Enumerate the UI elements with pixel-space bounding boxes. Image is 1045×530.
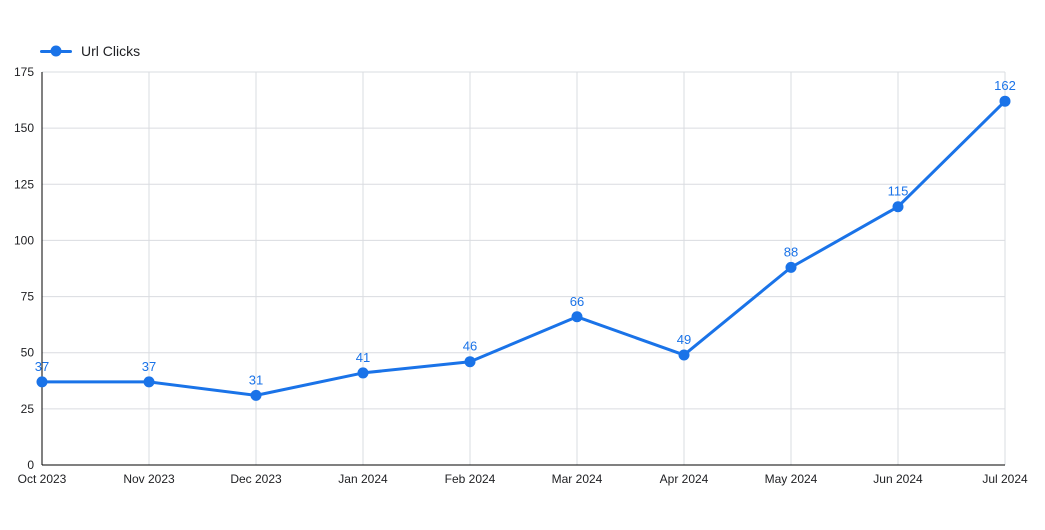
y-axis-tick-label: 50 [21, 346, 35, 360]
data-point[interactable] [678, 349, 690, 361]
data-point[interactable] [36, 376, 48, 388]
y-axis-tick-label: 175 [14, 65, 34, 79]
data-point[interactable] [892, 201, 904, 213]
x-axis-tick-label: Feb 2024 [445, 472, 496, 486]
data-point-label: 37 [142, 359, 156, 374]
data-point[interactable] [785, 261, 797, 273]
legend: Url Clicks [40, 43, 140, 59]
x-axis-tick-label: Dec 2023 [230, 472, 282, 486]
data-point-label: 41 [356, 350, 370, 365]
y-axis-tick-label: 125 [14, 177, 34, 191]
x-axis-tick-label: May 2024 [765, 472, 818, 486]
data-point[interactable] [250, 389, 262, 401]
data-point-label: 46 [463, 339, 477, 354]
data-point-label: 88 [784, 244, 798, 259]
y-axis-tick-label: 25 [21, 402, 35, 416]
data-point-label: 37 [35, 359, 49, 374]
data-point-label: 115 [888, 184, 909, 199]
data-point[interactable] [357, 367, 369, 379]
data-point[interactable] [571, 311, 583, 323]
x-axis-tick-label: Oct 2023 [18, 472, 67, 486]
y-axis-tick-label: 0 [27, 458, 34, 472]
x-axis-tick-label: Jul 2024 [982, 472, 1028, 486]
data-point-label: 31 [249, 372, 263, 387]
x-axis-tick-label: Jun 2024 [873, 472, 923, 486]
legend-label: Url Clicks [81, 43, 141, 59]
y-axis-tick-label: 150 [14, 121, 34, 135]
x-axis-tick-label: Nov 2023 [123, 472, 175, 486]
x-axis-tick-label: Mar 2024 [552, 472, 603, 486]
data-point-label: 162 [994, 78, 1016, 93]
y-axis-tick-label: 75 [21, 290, 35, 304]
data-point[interactable] [143, 376, 155, 388]
x-axis-tick-label: Jan 2024 [338, 472, 388, 486]
data-point-label: 66 [570, 294, 584, 309]
series-line [40, 99, 1007, 397]
data-point[interactable] [999, 95, 1011, 107]
legend-line-marker-icon [40, 45, 72, 57]
data-point[interactable] [464, 356, 476, 368]
x-axis-tick-label: Apr 2024 [660, 472, 709, 486]
y-axis-tick-label: 100 [14, 233, 34, 247]
legend-dot-icon [50, 45, 62, 57]
data-point-label: 49 [677, 332, 691, 347]
